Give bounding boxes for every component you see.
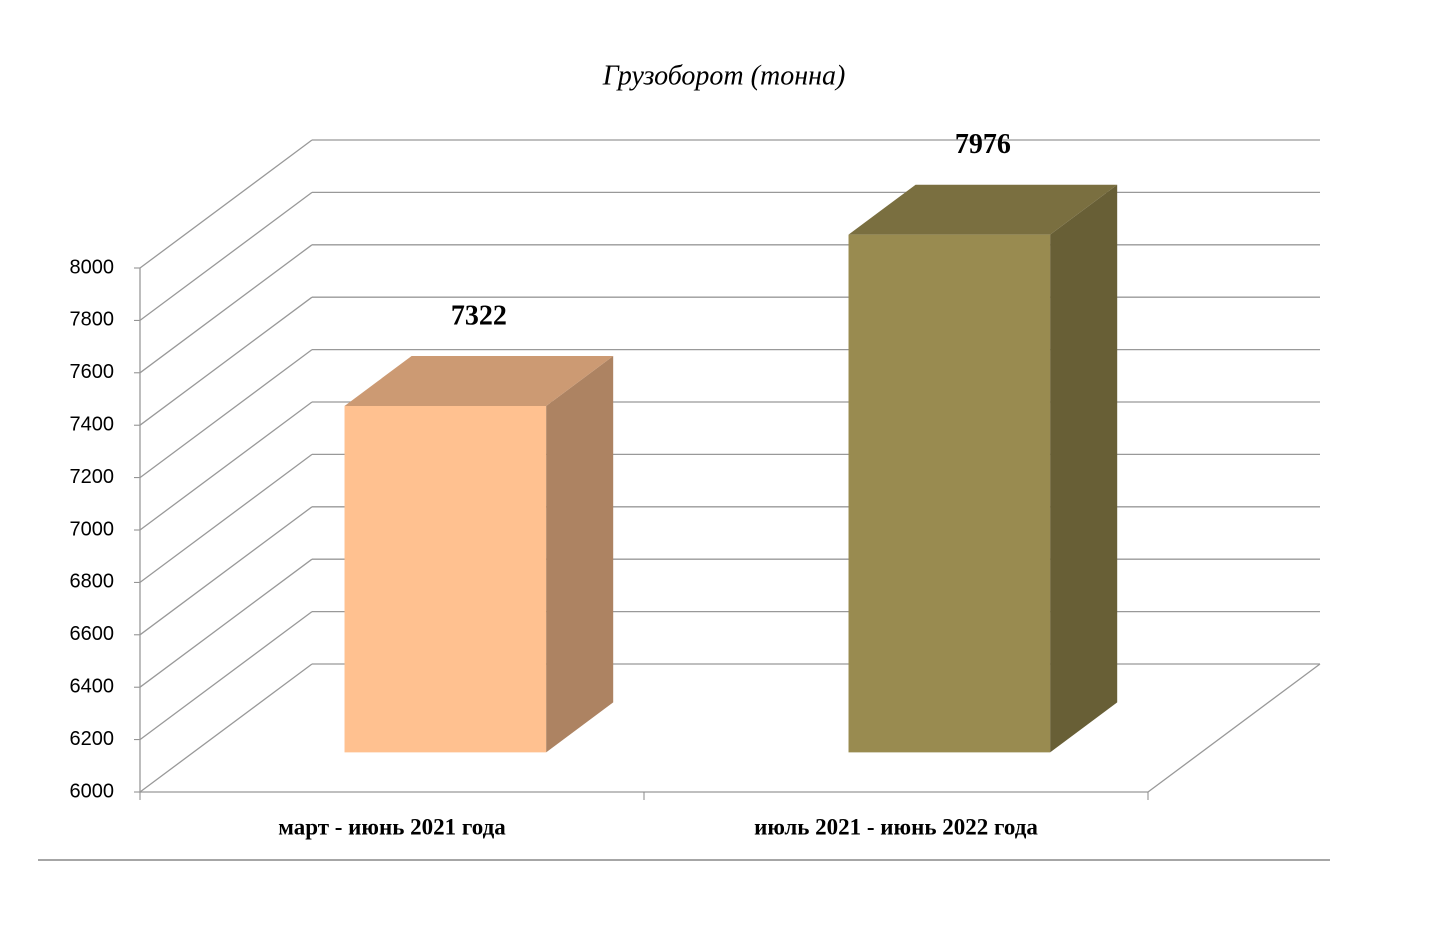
bar-side bbox=[1050, 184, 1118, 753]
floor bbox=[140, 663, 1321, 793]
y-tick-label: 8000 bbox=[70, 256, 115, 278]
y-tick-label: 7400 bbox=[70, 413, 115, 435]
grid-line bbox=[139, 191, 313, 321]
grid-line bbox=[139, 139, 313, 269]
bar-top bbox=[848, 184, 1118, 235]
value-label: 7322 bbox=[451, 300, 507, 331]
chart-title: Грузоборот (тонна) bbox=[602, 60, 846, 91]
grid-line bbox=[139, 296, 313, 426]
x-tick-label: март - июнь 2021 года bbox=[278, 814, 506, 839]
y-tick-label: 7000 bbox=[70, 518, 115, 540]
grid-line bbox=[139, 244, 313, 374]
y-tick-label: 6800 bbox=[70, 571, 115, 593]
bar bbox=[848, 234, 1051, 753]
grid-line bbox=[139, 611, 313, 741]
value-label: 7976 bbox=[955, 129, 1011, 160]
x-tick-label: июль 2021 - июнь 2022 года bbox=[754, 814, 1038, 839]
y-tick-label: 7200 bbox=[70, 466, 115, 488]
y-tick-label: 6000 bbox=[70, 780, 115, 802]
y-tick-label: 7800 bbox=[70, 309, 115, 331]
grid-line bbox=[139, 506, 313, 636]
y-tick-label: 7600 bbox=[70, 361, 115, 383]
bar bbox=[344, 405, 547, 753]
y-tick-label: 6400 bbox=[70, 675, 115, 697]
y-tick-label: 6600 bbox=[70, 623, 115, 645]
grid-line bbox=[139, 401, 313, 531]
grid-line bbox=[139, 663, 313, 793]
grid-line bbox=[139, 558, 313, 688]
y-tick-label: 6200 bbox=[70, 728, 115, 750]
bar-side bbox=[546, 356, 614, 753]
grid-line bbox=[139, 453, 313, 583]
grid-line bbox=[139, 349, 313, 479]
bar-top bbox=[344, 356, 614, 406]
